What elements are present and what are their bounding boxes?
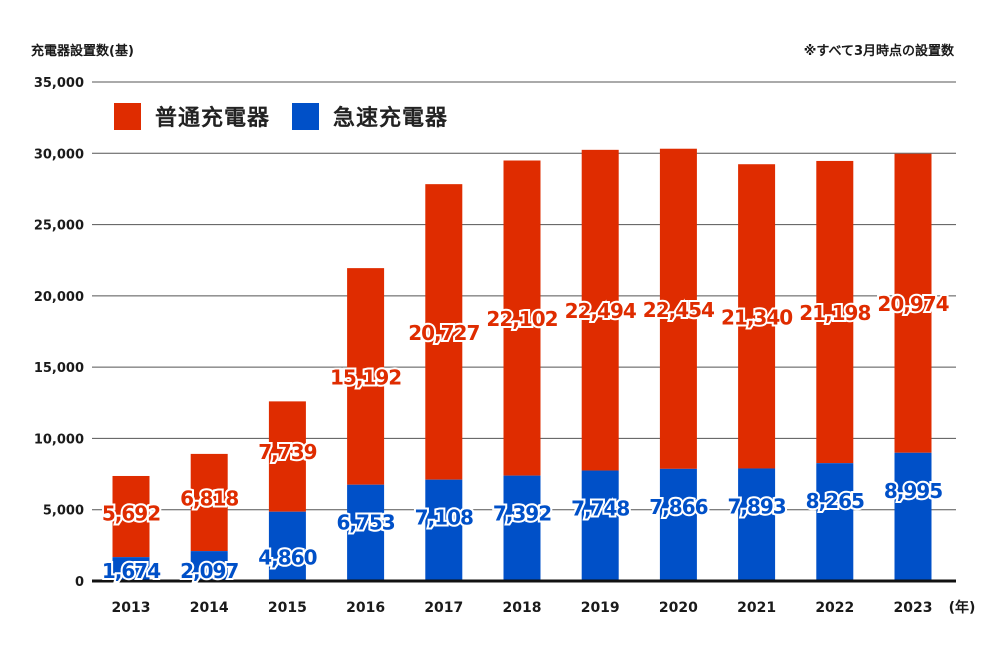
x-tick-label: 2016 (346, 600, 385, 616)
bar-normal-2022 (816, 160, 854, 464)
bar-normal-2015 (268, 401, 306, 512)
y-tick-label: 10,000 (34, 432, 84, 447)
bar-quick-2019 (581, 470, 619, 581)
legend-swatch-quick (292, 102, 320, 130)
bar-normal-2018 (503, 160, 541, 476)
x-tick-label: 2014 (190, 600, 229, 616)
bar-normal-2016 (347, 268, 385, 485)
legend-item-normal-charger: 普通充電器 (114, 100, 270, 132)
y-tick-label: 0 (75, 575, 84, 590)
y-tick-label: 35,000 (34, 76, 84, 91)
bar-normal-2013 (112, 475, 150, 558)
y-tick-label: 5,000 (43, 504, 84, 519)
data-label-normal: 20,974 (877, 292, 948, 316)
data-label-normal: 7,739 (258, 440, 316, 464)
x-tick-label: 2020 (659, 600, 698, 616)
data-label-normal: 21,340 (721, 305, 792, 329)
bar-normal-2019 (581, 149, 619, 471)
bar-normal-2017 (425, 184, 463, 480)
data-label-quick: 7,893 (727, 494, 785, 518)
data-label-quick: 7,108 (415, 506, 473, 530)
data-label-quick: 8,265 (806, 489, 864, 513)
bar-normal-2014 (190, 453, 228, 552)
footnote-label: ※すべて3月時点の設置数 (803, 44, 954, 59)
legend-swatch-normal (114, 102, 141, 130)
y-tick-label: 25,000 (34, 219, 84, 234)
bar-quick-2015 (268, 511, 306, 581)
data-label-normal: 22,102 (486, 307, 557, 331)
data-label-quick: 7,866 (649, 495, 707, 519)
bar-quick-2014 (190, 551, 228, 581)
bar-normal-2023 (894, 153, 932, 453)
x-tick-label: 2023 (894, 600, 933, 616)
y-tick-label: 15,000 (34, 361, 84, 376)
bar-quick-2023 (894, 452, 932, 581)
bar-quick-2020 (659, 468, 697, 581)
bar-normal-2020 (659, 148, 697, 469)
data-label-normal: 15,192 (330, 365, 401, 389)
bar-normal-2021 (738, 164, 776, 469)
bar-quick-2016 (347, 484, 385, 581)
x-tick-label: 2022 (815, 600, 854, 616)
y-tick-label: 20,000 (34, 290, 84, 305)
x-axis-unit-label: (年) (949, 599, 976, 616)
legend-item-quick-charger: 急速充電器 (292, 100, 448, 132)
data-label-normal: 22,494 (565, 299, 636, 323)
legend-label-normal: 普通充電器 (155, 106, 271, 131)
x-tick-label: 2019 (581, 600, 620, 616)
data-label-quick: 2,097 (180, 559, 238, 583)
legend: 普通充電器 急速充電器 (114, 100, 470, 132)
data-label-quick: 1,674 (102, 559, 160, 583)
data-label-quick: 6,753 (336, 511, 394, 535)
data-label-normal: 21,198 (799, 301, 870, 325)
data-label-normal: 22,454 (643, 298, 714, 322)
bar-quick-2021 (738, 468, 776, 581)
data-label-normal: 5,692 (102, 502, 160, 526)
y-axis-unit-label: 充電器設置数(基) (31, 44, 134, 59)
data-label-quick: 7,748 (571, 497, 629, 521)
x-tick-label: 2013 (112, 600, 151, 616)
x-tick-label: 2018 (503, 600, 542, 616)
x-tick-label: 2015 (268, 600, 307, 616)
x-tick-label: 2017 (424, 600, 463, 616)
data-label-quick: 4,860 (258, 545, 316, 569)
y-tick-label: 30,000 (34, 147, 84, 162)
legend-label-quick: 急速充電器 (333, 106, 449, 131)
data-label-quick: 7,392 (493, 502, 551, 526)
data-label-quick: 8,995 (884, 479, 942, 503)
bar-quick-2013 (112, 557, 150, 581)
data-label-normal: 6,818 (180, 487, 238, 511)
data-label-normal: 20,727 (408, 321, 479, 345)
bar-quick-2018 (503, 475, 541, 581)
x-tick-label: 2021 (737, 600, 776, 616)
bar-quick-2022 (816, 463, 854, 581)
bar-quick-2017 (425, 479, 463, 581)
